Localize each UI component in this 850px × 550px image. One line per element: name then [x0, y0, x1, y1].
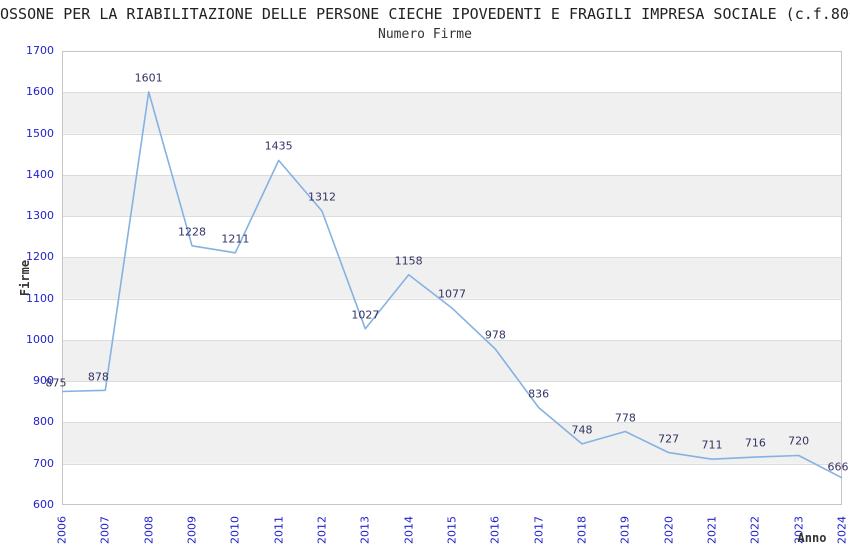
x-tick-label: 2020: [662, 516, 676, 544]
data-label-2012: 1312: [308, 190, 336, 204]
x-tick-label: 2009: [185, 516, 199, 544]
data-label-2010: 1211: [221, 232, 250, 246]
x-tick-label: 2017: [532, 516, 546, 544]
x-tick-label: 2011: [272, 516, 286, 544]
x-tick-label: 2015: [445, 516, 459, 544]
data-label-2019: 778: [614, 411, 636, 425]
background-band: [62, 257, 842, 299]
x-tick-label: 2021: [705, 516, 719, 544]
data-label-2017: 836: [528, 387, 550, 401]
y-tick-label: 1000: [26, 332, 54, 346]
y-tick-label: 700: [33, 456, 54, 470]
data-label-2024: 666: [827, 460, 849, 474]
data-label-2020: 727: [658, 432, 680, 446]
data-label-2016: 978: [484, 328, 506, 342]
data-label-2013: 1027: [351, 308, 380, 322]
x-tick-label: 2012: [315, 516, 329, 544]
x-tick-label: 2013: [358, 516, 372, 544]
x-tick-label: 2006: [55, 516, 69, 544]
x-tick-label: 2024: [835, 516, 849, 544]
y-tick-label: 1500: [26, 126, 54, 140]
x-tick-label: 2007: [98, 516, 112, 544]
x-tick-label: 2010: [228, 516, 242, 544]
y-tick-label: 1600: [26, 85, 54, 99]
data-label-2011: 1435: [264, 139, 293, 153]
chart-title: OSSONE PER LA RIABILITAZIONE DELLE PERSO…: [0, 5, 850, 23]
background-band: [62, 174, 842, 217]
y-tick-label: 800: [33, 415, 54, 429]
data-label-2015: 1077: [438, 287, 466, 301]
data-label-2009: 1228: [178, 225, 206, 239]
x-tick-label: 2016: [488, 516, 502, 544]
plot-border: [62, 51, 842, 505]
x-tick-label: 2008: [142, 516, 156, 544]
background-band: [62, 422, 842, 464]
y-tick-label: 1300: [26, 209, 54, 223]
y-tick-label: 1700: [26, 44, 54, 57]
x-tick-label: 2022: [748, 516, 762, 544]
x-tick-label: 2014: [402, 516, 416, 544]
data-label-2018: 748: [571, 423, 593, 437]
data-label-2006: 875: [45, 376, 67, 389]
data-label-2008: 1601: [134, 71, 163, 85]
background-band: [62, 92, 842, 134]
series-line: [61, 91, 843, 479]
y-axis-title: Firme: [18, 259, 32, 297]
y-tick-label: 600: [33, 498, 54, 511]
y-tick-label: 1100: [26, 291, 54, 305]
background-band: [62, 339, 842, 382]
data-label-2007: 878: [87, 370, 109, 384]
x-tick-label: 2019: [618, 516, 632, 544]
chart-subtitle: Numero Firme: [378, 27, 472, 42]
y-tick-label: 1200: [26, 250, 54, 264]
y-tick-label: 1400: [26, 167, 54, 181]
data-label-2023: 720: [788, 434, 810, 448]
x-tick-label: 2018: [575, 516, 589, 544]
data-label-2021: 711: [701, 438, 723, 452]
x-axis-title: Anno: [797, 531, 827, 545]
data-label-2014: 1158: [394, 254, 423, 268]
data-label-2022: 716: [744, 436, 766, 450]
y-tick-label: 900: [33, 374, 54, 388]
